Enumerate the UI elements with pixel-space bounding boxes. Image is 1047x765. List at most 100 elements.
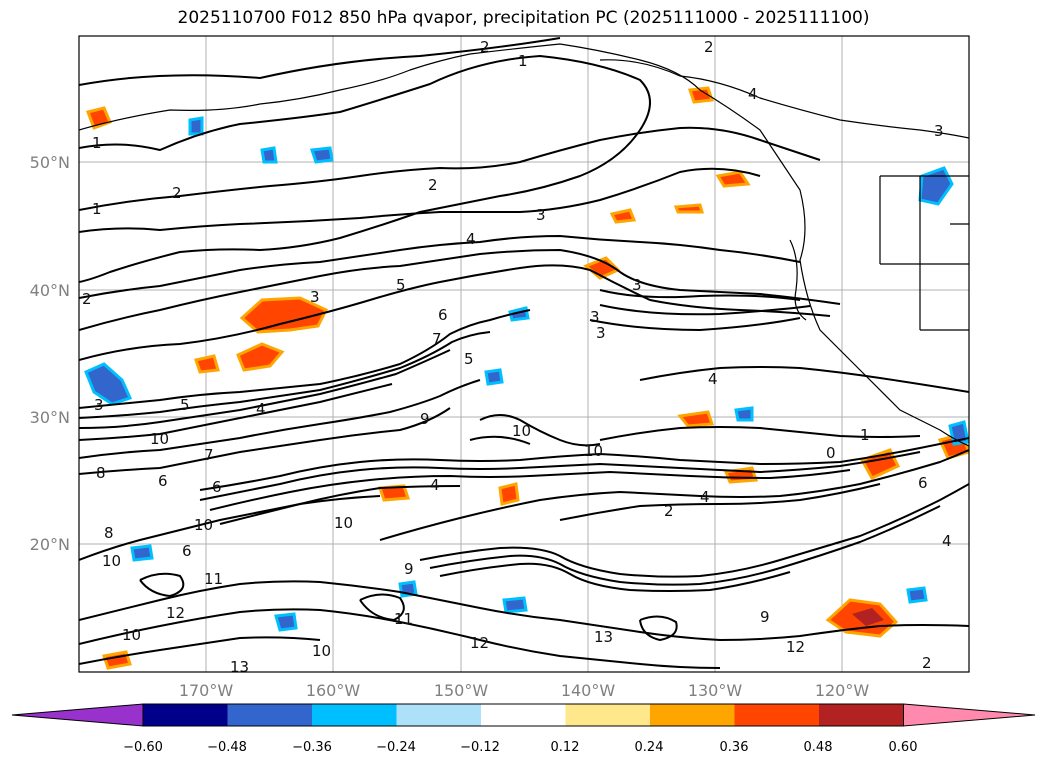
- qvapor-contours: [79, 37, 969, 669]
- contour-label: 5: [396, 276, 406, 294]
- contour-label: 5: [464, 350, 474, 368]
- map-background: [79, 36, 969, 672]
- precip-patch: [852, 608, 884, 626]
- precip-patch: [677, 410, 715, 428]
- contour-label: 6: [182, 542, 192, 560]
- colorbar-tick-label: 0.48: [804, 740, 833, 755]
- lon-label: 130°W: [688, 681, 743, 700]
- contour-label: 10: [150, 430, 169, 448]
- contour-label: 1: [518, 52, 528, 70]
- colorbar-tick-label: −0.60: [123, 740, 163, 755]
- contour-label: 11: [394, 610, 413, 628]
- contour-label: 2: [82, 290, 92, 308]
- contour-label: 9: [404, 560, 414, 578]
- precip-patch: [484, 368, 504, 386]
- contour-label: 6: [158, 472, 168, 490]
- map-title: 2025110700 F012 850 hPa qvapor, precipit…: [177, 8, 870, 28]
- lon-label: 150°W: [434, 681, 489, 700]
- contour-label: 9: [420, 410, 430, 428]
- contour-label: 0: [826, 444, 836, 462]
- contour-label: 12: [470, 634, 489, 652]
- contour-label: 11: [204, 570, 223, 588]
- precip-patch: [236, 342, 285, 372]
- precip-patch: [130, 544, 154, 562]
- contour-label: 2: [428, 176, 438, 194]
- precip-patch: [239, 296, 329, 334]
- colorbar-extend-max: [903, 703, 1036, 727]
- contour-label: 12: [166, 604, 185, 622]
- contour-label: 4: [942, 532, 952, 550]
- colorbar-tick-label: −0.24: [376, 740, 416, 755]
- contour-label: 8: [104, 524, 114, 542]
- precip-patch: [309, 146, 334, 164]
- colorbar-segment: [396, 704, 481, 726]
- contour-label: 2: [480, 38, 490, 56]
- colorbar: [11, 703, 1036, 727]
- contour-label: 13: [594, 628, 613, 646]
- colorbar-tick-label: 0.60: [889, 740, 918, 755]
- colorbar-segment: [312, 704, 397, 726]
- contour-label: 4: [700, 488, 710, 506]
- colorbar-segment: [650, 704, 735, 726]
- lat-label: 50°N: [30, 153, 70, 172]
- precip-patch: [715, 170, 751, 188]
- contour-label: 3: [596, 324, 606, 342]
- lat-label: 20°N: [30, 535, 70, 554]
- map-frame: [78, 35, 970, 673]
- contour-label: 4: [430, 476, 440, 494]
- contour-label: 10: [512, 422, 531, 440]
- lat-label: 30°N: [30, 408, 70, 427]
- contour-label: 8: [96, 464, 106, 482]
- contour-label: 4: [256, 400, 266, 418]
- precip-patch: [906, 586, 928, 604]
- lon-label: 170°W: [179, 681, 234, 700]
- contour-label: 2: [172, 184, 182, 202]
- precip-patch: [260, 146, 278, 164]
- colorbar-extend-min: [11, 703, 144, 727]
- lon-label: 160°W: [306, 681, 361, 700]
- contour-label: 6: [918, 474, 928, 492]
- lat-label: 40°N: [30, 281, 70, 300]
- contour-label: 4: [708, 370, 718, 388]
- colorbar-labels: −0.60 −0.48 −0.36 −0.24 −0.12 0.12 0.24 …: [123, 740, 917, 755]
- colorbar-segment: [143, 704, 228, 726]
- precip-patch: [84, 362, 133, 406]
- contour-label: 6: [438, 306, 448, 324]
- contour-label: 2: [922, 654, 932, 672]
- contour-label: 2: [664, 502, 674, 520]
- contour-label: 5: [180, 396, 190, 414]
- precip-patch: [734, 406, 754, 422]
- precip-patch: [274, 612, 298, 632]
- contour-label: 1: [92, 200, 102, 218]
- colorbar-segment: [819, 704, 904, 726]
- lon-label: 120°W: [815, 681, 870, 700]
- contour-labels: 2 1 2 4 3 1 2 1 2 3 4 3 2 3 5 6 7 3 3 4 …: [82, 38, 952, 672]
- contour-label: 3: [536, 206, 546, 224]
- contour-label: 7: [432, 330, 442, 348]
- contour-label: 10: [102, 552, 121, 570]
- precip-patch: [502, 596, 528, 614]
- longitude-labels: 170°W 160°W 150°W 140°W 130°W 120°W: [179, 681, 870, 700]
- colorbar-segment: [481, 704, 566, 726]
- precip-patch: [609, 208, 637, 224]
- contour-label: 6: [212, 478, 222, 496]
- colorbar-segment: [734, 704, 819, 726]
- colorbar-tick-label: 0.36: [720, 740, 749, 755]
- precip-patch: [188, 116, 204, 136]
- contour-label: 1: [860, 426, 870, 444]
- colorbar-segment: [227, 704, 312, 726]
- contour-label: 3: [934, 122, 944, 140]
- precip-patch: [498, 482, 520, 506]
- colorbar-tick-label: 0.12: [551, 740, 580, 755]
- colorbar-segment: [565, 704, 650, 726]
- colorbar-frame: [142, 703, 904, 727]
- contour-label: 4: [748, 85, 758, 103]
- contour-label: 3: [632, 276, 642, 294]
- contour-label: 1: [92, 134, 102, 152]
- colorbar-tick-label: −0.48: [207, 740, 247, 755]
- gridlines: [79, 36, 969, 672]
- contour-label: 3: [590, 308, 600, 326]
- lon-label: 140°W: [561, 681, 616, 700]
- contour-label: 12: [786, 638, 805, 656]
